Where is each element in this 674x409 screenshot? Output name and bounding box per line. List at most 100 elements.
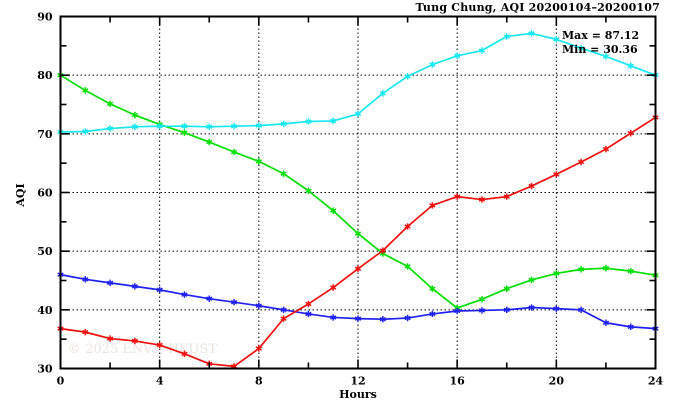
data-point-marker	[503, 306, 510, 314]
data-point-marker	[82, 128, 89, 135]
data-point-marker	[106, 100, 114, 108]
data-point-marker	[354, 110, 362, 118]
data-point-marker	[156, 341, 163, 349]
data-point-marker	[106, 279, 114, 287]
axis-ticks	[59, 15, 657, 370]
data-point-marker	[280, 306, 287, 314]
data-point-marker	[478, 47, 486, 54]
y-axis-label: AQI	[14, 183, 27, 207]
x-tick-label: 8	[255, 375, 263, 388]
max-annotation: Max = 87.12	[562, 29, 639, 42]
data-point-marker	[602, 53, 610, 60]
data-point-marker	[478, 296, 486, 303]
data-point-marker	[106, 335, 114, 342]
data-point-marker	[553, 270, 560, 277]
y-tick-label: 80	[37, 69, 53, 82]
data-point-marker	[577, 44, 585, 52]
data-point-marker	[454, 307, 461, 315]
data-point-marker	[478, 307, 486, 314]
series-green	[57, 71, 659, 312]
data-point-marker	[156, 123, 163, 130]
data-point-marker	[255, 345, 262, 352]
data-point-marker	[528, 182, 535, 190]
data-point-marker	[181, 129, 188, 136]
data-point-marker	[553, 305, 560, 312]
data-point-marker	[429, 61, 436, 68]
data-point-marker	[577, 158, 585, 166]
y-tick-label: 40	[37, 304, 53, 317]
data-point-marker	[82, 276, 89, 283]
data-point-marker	[305, 300, 312, 308]
data-point-marker	[131, 123, 139, 130]
chart-title: Tung Chung, AQI 20200104–20200107	[415, 1, 660, 14]
data-point-marker	[503, 33, 510, 40]
series-cyan	[57, 30, 659, 136]
data-point-marker	[429, 285, 436, 292]
data-point-marker	[131, 111, 139, 119]
data-point-marker	[131, 283, 139, 290]
data-point-marker	[379, 316, 386, 323]
data-point-marker	[553, 36, 560, 43]
data-point-marker	[156, 286, 163, 294]
data-point-marker	[230, 148, 238, 156]
data-point-marker	[206, 123, 213, 130]
data-point-marker	[354, 265, 362, 272]
data-point-marker	[131, 337, 139, 345]
data-point-marker	[454, 193, 461, 200]
data-point-marker	[454, 52, 461, 60]
axis-tick-labels: 30 40 50 60 70 80 90 0 4 8 12 16 20 24	[37, 11, 663, 388]
x-tick-label: 0	[57, 375, 65, 388]
data-point-marker	[553, 171, 560, 178]
y-tick-label: 90	[37, 11, 53, 24]
data-point-marker	[106, 125, 114, 132]
data-point-marker	[230, 299, 238, 306]
data-point-marker	[577, 266, 585, 273]
data-point-marker	[429, 310, 436, 318]
data-point-marker	[181, 123, 188, 130]
data-point-marker	[305, 310, 312, 318]
data-point-marker	[181, 291, 188, 298]
data-point-marker	[528, 276, 535, 284]
data-point-marker	[404, 314, 411, 322]
data-point-marker	[354, 230, 362, 237]
watermark-label: © 2025 ENVF, HKUST	[68, 342, 217, 357]
y-tick-label: 70	[37, 128, 53, 141]
data-point-marker	[330, 117, 337, 125]
data-point-marker	[255, 158, 262, 165]
y-tick-label: 30	[37, 363, 53, 376]
data-point-marker	[280, 315, 287, 322]
data-point-marker	[528, 30, 535, 37]
y-tick-label: 60	[37, 187, 53, 200]
data-point-marker	[602, 319, 610, 326]
data-point-marker	[379, 247, 386, 254]
x-tick-label: 12	[350, 375, 365, 388]
data-series-layer	[57, 30, 659, 370]
series-blue	[57, 271, 659, 332]
data-point-marker	[330, 207, 337, 214]
data-point-marker	[404, 73, 411, 80]
data-point-marker	[627, 130, 634, 137]
data-point-marker	[82, 87, 89, 94]
data-point-marker	[330, 284, 337, 291]
data-point-marker	[330, 314, 337, 321]
x-tick-label: 4	[156, 375, 164, 388]
data-point-marker	[82, 328, 89, 336]
data-point-marker	[429, 202, 436, 209]
grid-lines	[60, 16, 656, 369]
data-point-marker	[627, 323, 634, 331]
data-point-marker	[602, 145, 610, 153]
data-point-marker	[602, 264, 610, 272]
data-point-marker	[379, 90, 386, 97]
data-point-marker	[528, 304, 535, 311]
data-point-marker	[255, 122, 262, 129]
y-tick-label: 50	[37, 245, 53, 258]
data-point-marker	[503, 285, 510, 292]
data-point-marker	[280, 170, 287, 177]
data-point-marker	[478, 196, 486, 203]
data-point-marker	[305, 118, 312, 125]
data-point-marker	[503, 193, 510, 200]
data-point-marker	[404, 263, 411, 270]
data-point-marker	[206, 295, 213, 302]
